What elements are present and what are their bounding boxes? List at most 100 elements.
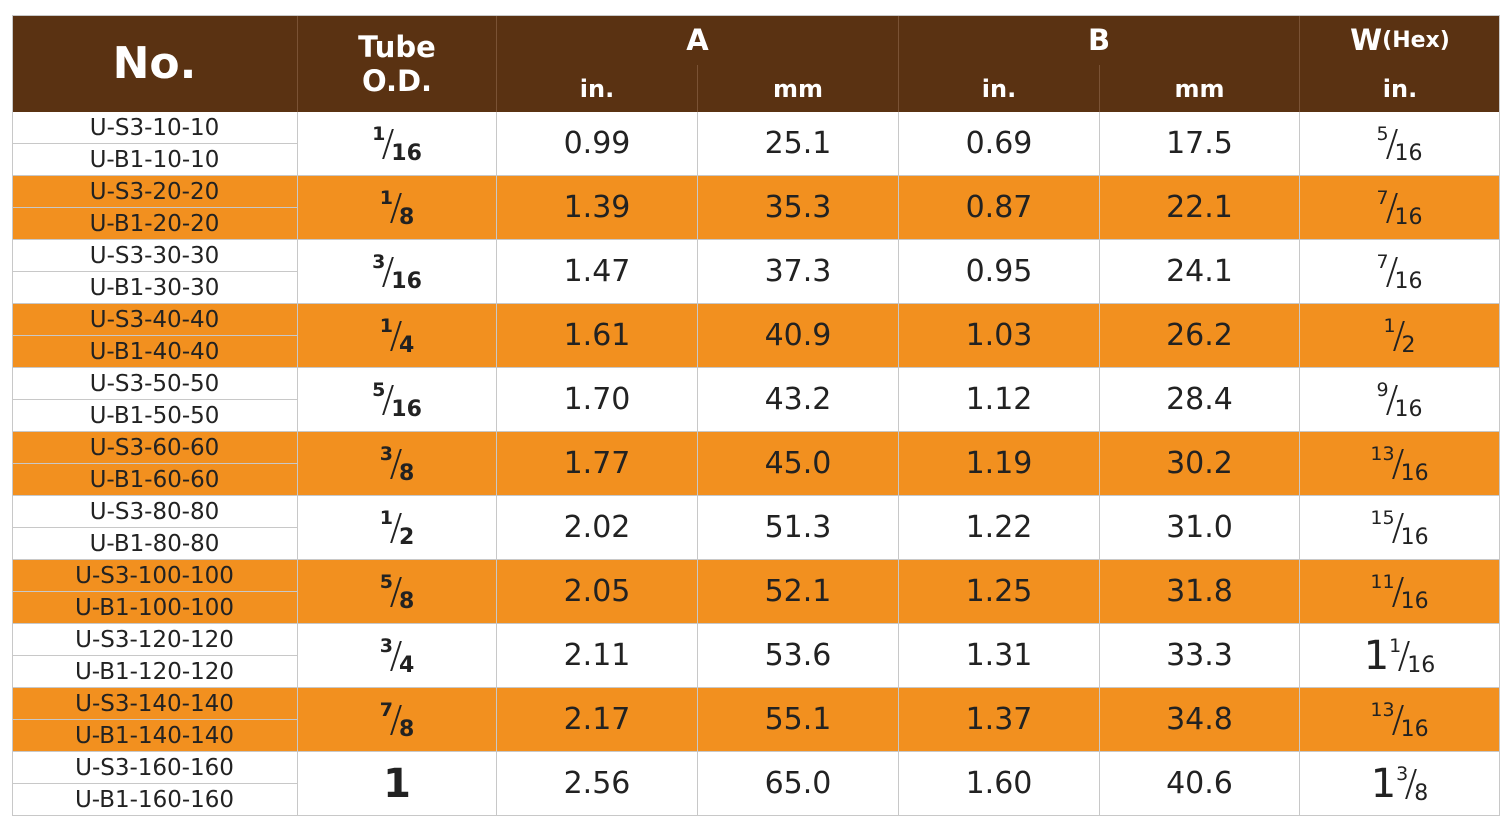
header-unit: mm bbox=[1100, 65, 1300, 112]
value: 34.8 bbox=[1100, 688, 1300, 752]
header-group: A bbox=[497, 15, 899, 65]
value: 17.5 bbox=[1100, 112, 1300, 176]
fraction-numerator: 1 bbox=[1383, 314, 1396, 337]
value: 53.6 bbox=[698, 624, 899, 688]
fraction-denominator: 16 bbox=[1400, 589, 1429, 614]
fraction-denominator: 2 bbox=[398, 525, 415, 550]
header-tube-line: Tube bbox=[358, 29, 436, 64]
fraction-numerator: 1 bbox=[379, 506, 393, 529]
fraction-denominator: 16 bbox=[1400, 461, 1429, 486]
part-number: U-S3-50-50 bbox=[12, 368, 298, 400]
tube-od: 3 16 bbox=[298, 240, 497, 304]
value: 31.0 bbox=[1100, 496, 1300, 560]
fraction-whole: 1 bbox=[1370, 760, 1397, 807]
fraction-denominator: 16 bbox=[391, 397, 422, 422]
value: 1.47 bbox=[497, 240, 698, 304]
fraction-denominator: 2 bbox=[1401, 333, 1416, 358]
w-hex: 7 16 bbox=[1300, 176, 1500, 240]
fraction-numerator: 5 bbox=[1376, 122, 1389, 145]
w-hex: 13 16 bbox=[1300, 432, 1500, 496]
part-number: U-S3-10-10 bbox=[12, 112, 298, 144]
fraction: 3 16 bbox=[372, 251, 422, 295]
header-group: B bbox=[899, 15, 1300, 65]
value: 26.2 bbox=[1100, 304, 1300, 368]
value: 65.0 bbox=[698, 752, 899, 816]
fraction-numerator: 3 bbox=[379, 634, 393, 657]
fraction-numerator: 5 bbox=[372, 378, 386, 401]
part-number: U-S3-100-100 bbox=[12, 560, 298, 592]
fraction-denominator: 16 bbox=[1394, 205, 1423, 230]
part-number: U-B1-50-50 bbox=[12, 400, 298, 432]
fraction: 13 16 bbox=[1370, 699, 1428, 743]
fraction-denominator: 8 bbox=[1414, 781, 1429, 806]
fraction-numerator: 7 bbox=[1376, 250, 1389, 273]
value: 37.3 bbox=[698, 240, 899, 304]
fraction-denominator: 8 bbox=[398, 205, 415, 230]
value: 1.25 bbox=[899, 560, 1100, 624]
header-tube: Tube O.D. bbox=[298, 15, 497, 112]
fraction-numerator: 1 bbox=[379, 186, 393, 209]
fraction-numerator: 1 bbox=[379, 314, 393, 337]
fraction-numerator: 9 bbox=[1376, 378, 1389, 401]
fraction-numerator: 7 bbox=[1376, 186, 1389, 209]
value: 43.2 bbox=[698, 368, 899, 432]
value: 2.56 bbox=[497, 752, 698, 816]
fraction: 13 16 bbox=[1370, 443, 1428, 487]
part-number: U-B1-100-100 bbox=[12, 592, 298, 624]
w-hex: 7 16 bbox=[1300, 240, 1500, 304]
fraction-numerator: 13 bbox=[1370, 698, 1395, 721]
part-number: U-S3-160-160 bbox=[12, 752, 298, 784]
fraction-denominator: 16 bbox=[1394, 397, 1423, 422]
value: 0.99 bbox=[497, 112, 698, 176]
header-tube-line: O.D. bbox=[361, 63, 433, 98]
value: 2.17 bbox=[497, 688, 698, 752]
w-hex: 13 16 bbox=[1300, 688, 1500, 752]
fraction-denominator: 16 bbox=[391, 141, 422, 166]
header-unit: in. bbox=[899, 65, 1100, 112]
value: 28.4 bbox=[1100, 368, 1300, 432]
header-unit: in. bbox=[497, 65, 698, 112]
fraction: 5 16 bbox=[1376, 123, 1422, 167]
fraction-whole: 1 bbox=[1363, 632, 1390, 679]
tube-od: 1 bbox=[298, 752, 497, 816]
part-number: U-S3-30-30 bbox=[12, 240, 298, 272]
value: 2.05 bbox=[497, 560, 698, 624]
fraction-denominator: 16 bbox=[391, 269, 422, 294]
part-number: U-S3-120-120 bbox=[12, 624, 298, 656]
value: 1.77 bbox=[497, 432, 698, 496]
header-w-label: W bbox=[1350, 23, 1383, 57]
value: 45.0 bbox=[698, 432, 899, 496]
fraction-denominator: 16 bbox=[1400, 717, 1429, 742]
value: 31.8 bbox=[1100, 560, 1300, 624]
part-number: U-B1-10-10 bbox=[12, 144, 298, 176]
fraction-denominator: 4 bbox=[398, 333, 415, 358]
fraction-denominator: 8 bbox=[398, 461, 415, 486]
value: 1.39 bbox=[497, 176, 698, 240]
value: 51.3 bbox=[698, 496, 899, 560]
value: 2.11 bbox=[497, 624, 698, 688]
value: 0.87 bbox=[899, 176, 1100, 240]
fraction-numerator: 1 bbox=[1389, 634, 1402, 657]
fraction: 7 16 bbox=[1376, 251, 1422, 295]
value: 25.1 bbox=[698, 112, 899, 176]
w-hex: 9 16 bbox=[1300, 368, 1500, 432]
fraction: 15 16 bbox=[1370, 507, 1428, 551]
w-hex: 5 16 bbox=[1300, 112, 1500, 176]
fraction-numerator: 11 bbox=[1370, 570, 1395, 593]
fraction-denominator: 16 bbox=[1394, 141, 1423, 166]
fraction: 7 16 bbox=[1376, 187, 1422, 231]
value: 1.12 bbox=[899, 368, 1100, 432]
value: 35.3 bbox=[698, 176, 899, 240]
part-number: U-B1-60-60 bbox=[12, 464, 298, 496]
fraction-numerator: 15 bbox=[1370, 506, 1395, 529]
value: 40.9 bbox=[698, 304, 899, 368]
